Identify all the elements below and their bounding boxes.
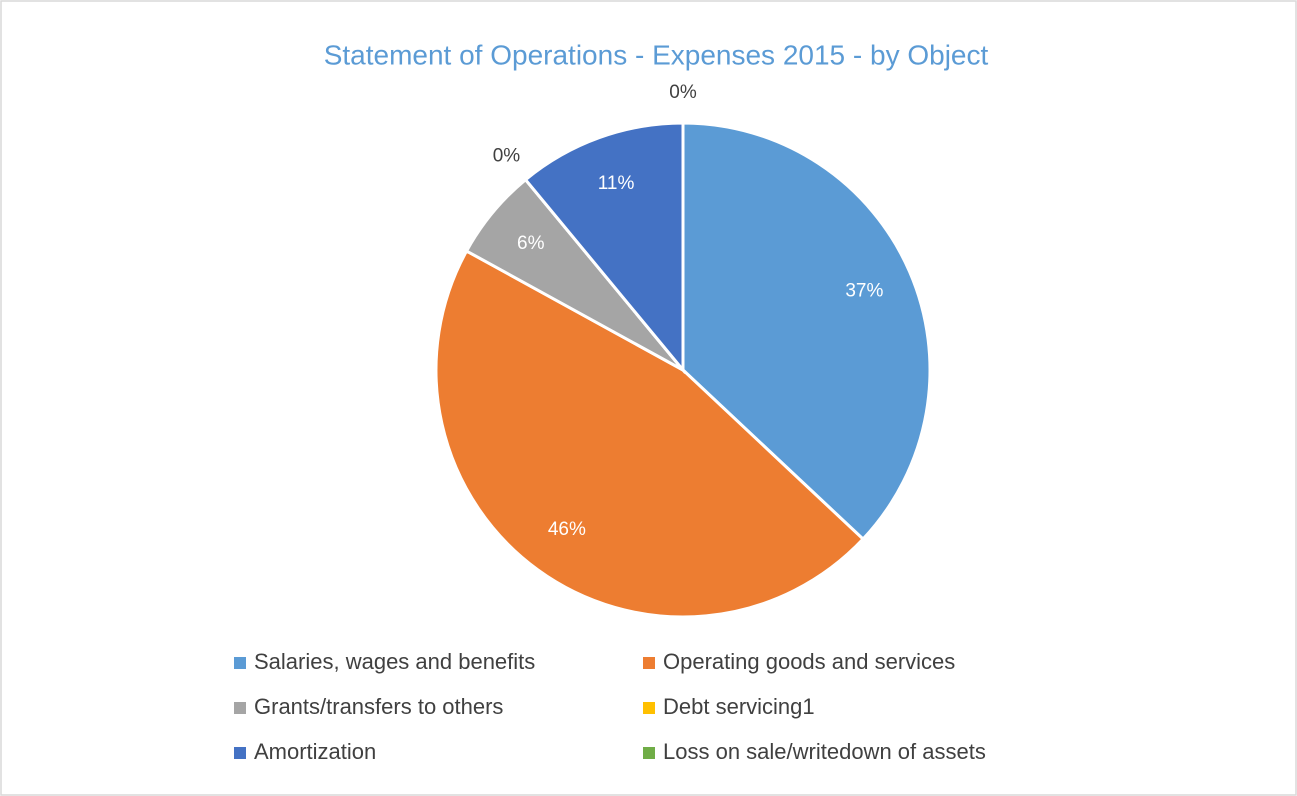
legend-label: Salaries, wages and benefits [254, 649, 535, 674]
legend-label: Grants/transfers to others [254, 694, 503, 719]
legend-label: Debt servicing1 [663, 694, 815, 719]
legend-swatch [234, 657, 246, 669]
pie-slice [434, 248, 866, 619]
legend-swatch [643, 657, 655, 669]
pie-slice [523, 121, 685, 375]
legend-swatch [643, 702, 655, 714]
data-label: 46% [548, 519, 586, 540]
pie-slice [681, 121, 932, 542]
legend-swatch [643, 747, 655, 759]
legend-label: Amortization [254, 739, 376, 764]
legend-label: Operating goods and services [663, 649, 955, 674]
legend-swatch [234, 747, 246, 759]
chart-title: Statement of Operations - Expenses 2015 … [324, 39, 989, 70]
data-label: 0% [493, 146, 521, 167]
legend-swatch [234, 702, 246, 714]
legend-label: Loss on sale/writedown of assets [663, 739, 986, 764]
data-label: 37% [845, 281, 883, 302]
data-label: 0% [669, 82, 697, 103]
data-label: 11% [598, 173, 635, 194]
data-label: 6% [517, 233, 545, 254]
